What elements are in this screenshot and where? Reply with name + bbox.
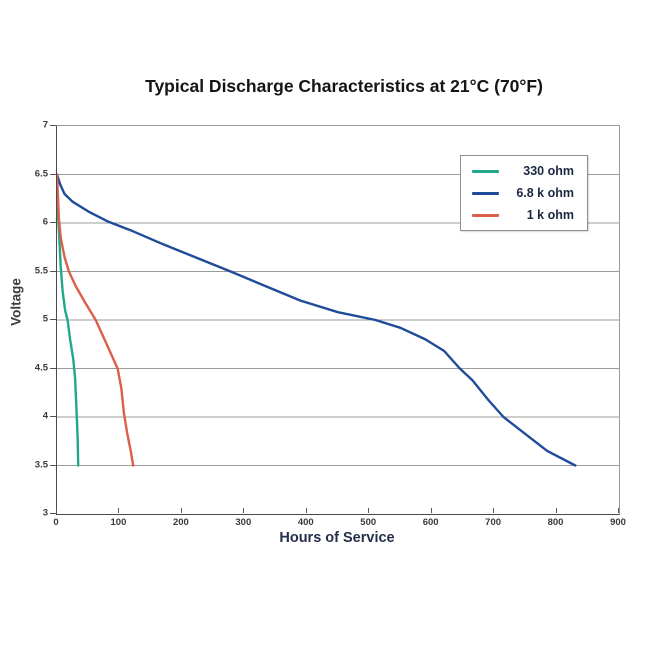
y-tick-mark <box>50 270 56 272</box>
x-tick-label: 400 <box>297 517 314 528</box>
y-tick-label: 3.5 <box>34 459 48 470</box>
x-tick-mark <box>56 508 57 513</box>
series-line-1-k-ohm <box>57 173 135 467</box>
x-tick-mark <box>118 508 120 513</box>
y-tick-mark <box>50 367 56 369</box>
y-tick-label: 5.5 <box>34 265 48 276</box>
x-tick-mark <box>555 508 557 513</box>
legend: 330 ohm 6.8 k ohm 1 k ohm <box>460 155 588 231</box>
y-tick-mark <box>50 464 56 466</box>
x-tick-mark <box>180 508 182 513</box>
chart-title: Typical Discharge Characteristics at 21°… <box>145 76 543 96</box>
x-tick-label: 300 <box>235 517 252 528</box>
legend-item: 6.8 k ohm <box>461 186 587 200</box>
x-tick-label: 0 <box>53 517 59 528</box>
y-tick-mark <box>50 222 56 223</box>
x-tick-label: 100 <box>110 517 127 528</box>
x-tick-label: 800 <box>547 517 564 528</box>
y-tick-label: 4 <box>42 410 48 422</box>
x-tick-mark <box>493 508 495 513</box>
x-tick-mark <box>243 508 245 513</box>
x-tick-label: 700 <box>485 517 502 528</box>
x-tick-label: 200 <box>172 517 189 528</box>
y-tick-label: 7 <box>42 119 48 131</box>
legend-label: 330 ohm <box>523 164 574 178</box>
x-tick-mark <box>368 508 370 513</box>
y-tick-mark <box>50 125 56 126</box>
x-tick-label: 900 <box>610 517 626 528</box>
legend-swatch <box>472 169 499 173</box>
y-tick-mark <box>50 173 56 175</box>
legend-swatch <box>472 213 499 217</box>
y-tick-label: 4.5 <box>34 362 48 373</box>
y-tick-mark <box>50 319 56 320</box>
x-tick-mark <box>618 508 619 513</box>
legend-item: 1 k ohm <box>461 208 587 222</box>
y-tick-mark <box>50 513 56 514</box>
x-tick-mark <box>305 508 307 513</box>
x-tick-label: 600 <box>422 517 439 528</box>
y-tick-label: 6 <box>42 216 48 228</box>
legend-item: 330 ohm <box>461 164 587 178</box>
x-axis-label: Hours of Service <box>279 530 395 546</box>
series-line-6-8-k-ohm <box>57 173 577 467</box>
x-tick-mark <box>430 508 432 513</box>
legend-swatch <box>472 191 499 195</box>
y-tick-label: 5 <box>42 313 48 325</box>
y-tick-label: 6.5 <box>34 168 48 179</box>
y-tick-label: 3 <box>42 507 48 519</box>
legend-label: 6.8 k ohm <box>516 186 574 200</box>
y-tick-mark <box>50 416 56 417</box>
legend-label: 1 k ohm <box>526 208 574 222</box>
y-axis-label: Voltage <box>8 278 24 326</box>
x-tick-label: 500 <box>360 517 377 528</box>
